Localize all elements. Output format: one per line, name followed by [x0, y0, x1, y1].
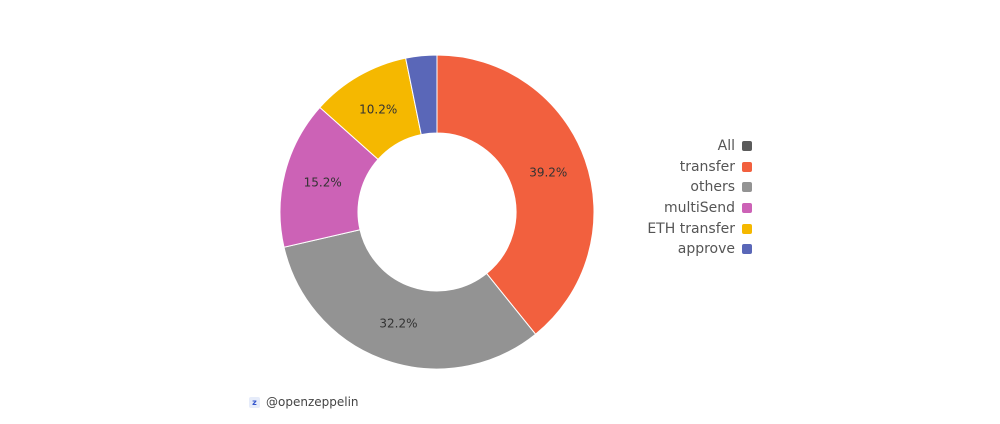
watermark: z @openzeppelin — [249, 395, 359, 409]
legend-item-transfer[interactable]: transfer — [680, 157, 752, 178]
legend-label: ETH transfer — [647, 220, 735, 237]
legend-swatch — [742, 141, 752, 152]
legend-label: transfer — [679, 158, 735, 175]
slice-transfer[interactable] — [436, 54, 595, 335]
legend: All transfer others multiSend ETH transfer ap… — [647, 136, 752, 260]
legend-swatch — [742, 244, 752, 255]
zeppelin-logo-icon: z — [249, 396, 260, 408]
legend-swatch — [742, 182, 752, 193]
slice-approve[interactable] — [405, 54, 438, 136]
legend-item-eth-transfer[interactable]: ETH transfer — [647, 218, 752, 239]
slice-label: 39.2% — [529, 166, 567, 180]
legend-swatch — [742, 161, 752, 172]
legend-label: approve — [677, 241, 735, 258]
legend-swatch — [742, 203, 752, 214]
slice-label: 15.2% — [304, 176, 342, 190]
legend-item-approve[interactable]: approve — [678, 239, 752, 260]
legend-item-others[interactable]: others — [690, 177, 752, 198]
legend-item-multisend[interactable]: multiSend — [664, 198, 752, 219]
legend-label: All — [717, 138, 735, 155]
legend-item-all[interactable]: All — [718, 136, 752, 157]
legend-swatch — [742, 223, 752, 234]
slice-others[interactable] — [283, 229, 537, 370]
legend-label: multiSend — [663, 200, 735, 217]
legend-label: others — [690, 179, 735, 196]
slice-label: 10.2% — [359, 103, 397, 117]
watermark-text: @openzeppelin — [266, 395, 359, 409]
slice-label: 32.2% — [379, 317, 417, 331]
